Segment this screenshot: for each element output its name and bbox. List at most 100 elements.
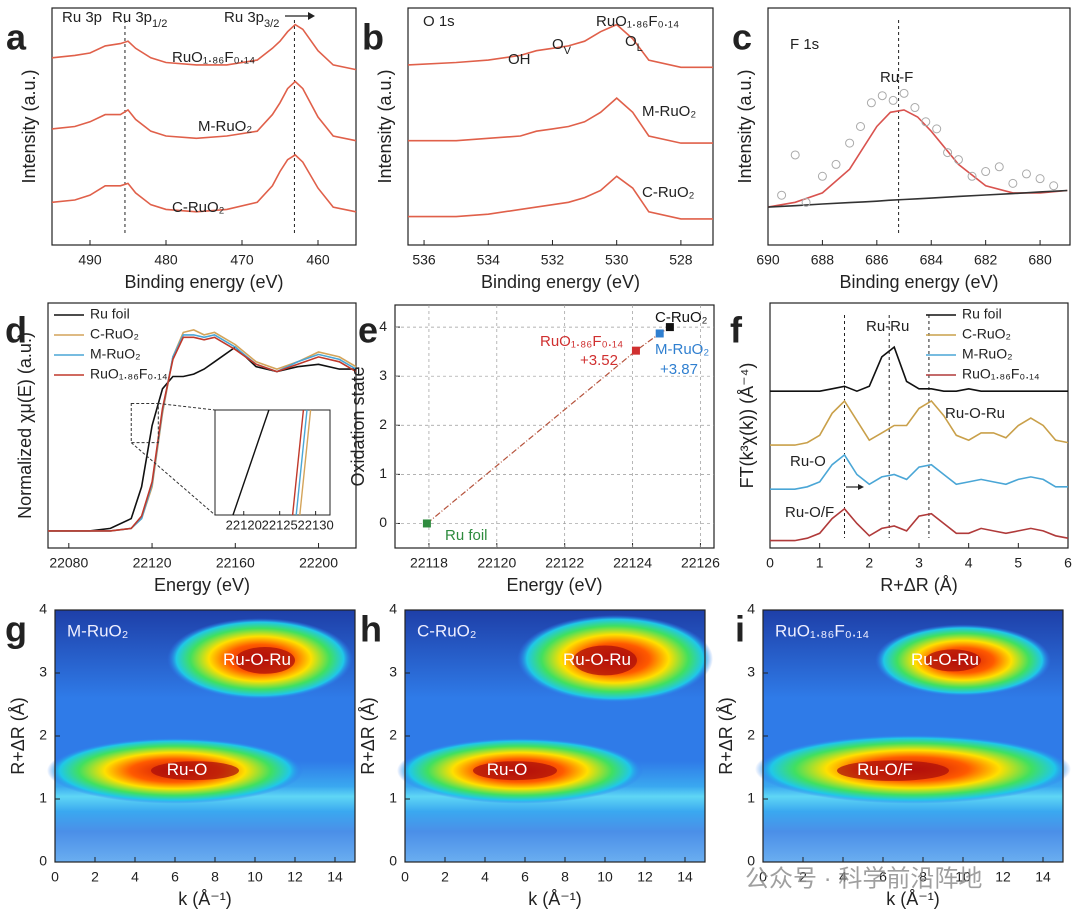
sample-label: M-RuO₂ [67,621,128,640]
x-tick-label: 682 [974,252,998,268]
annotation: OH [508,51,531,68]
zoom-connector [130,442,216,516]
legend-label: Ru foil [90,306,130,322]
inset-tick-label: 22120 [226,517,262,532]
y-axis-title: R+ΔR (Å) [8,697,28,775]
data-point [994,162,1004,172]
x-tick-label: 4 [131,869,139,885]
data-point [967,171,977,181]
data-point [1049,181,1059,191]
y-tick-label: 3 [39,664,47,680]
x-tick-label: 688 [811,252,835,268]
legend-label: M-RuO₂ [90,346,141,362]
x-tick-label: 6 [879,869,887,885]
point-label: Ru foil [445,527,488,544]
panel: 0 1 2 3 4 5 6 R+ΔR (Å) FT(k³χ(k)) (Å⁻⁴) f Ru foil C… [730,302,1072,595]
contour-peak [151,761,239,781]
x-tick-label: 8 [561,869,569,885]
annotation: Ru 3p1/2 [112,9,167,30]
plot-frame [51,7,357,246]
data-point [665,323,674,332]
x-tick-label: 684 [920,252,944,268]
data-point [943,148,953,158]
y-tick-label: 0 [747,853,755,869]
x-tick-label: 12 [637,869,653,885]
y-axis-title: Oxidation state [348,366,368,486]
y-axis-title: FT(k³χ(k)) (Å⁻⁴) [737,363,757,489]
data-point [932,124,942,134]
x-tick-label: 22118 [410,555,448,571]
x-tick-label: 22200 [299,555,338,571]
x-tick-label: 470 [230,252,254,268]
series-line [770,345,1068,393]
x-axis-title: Energy (eV) [154,575,250,595]
x-tick-label: 530 [605,252,629,268]
y-axis-title: Intensity (a.u.) [19,69,39,183]
x-tick-label: 690 [756,252,780,268]
y-tick-label: 2 [379,416,387,432]
annotation-main: Ru 3p [224,9,264,26]
data-point [801,197,811,207]
annotation: Ru-Ru [866,318,909,335]
annotation-sub: 3/2 [264,18,279,30]
data-point [866,98,876,108]
fit-line [426,326,671,524]
data-point [1021,169,1031,179]
x-tick-label: 22160 [216,555,255,571]
x-axis-title: R+ΔR (Å) [880,575,958,595]
x-tick-label: 3 [915,555,923,571]
series-line [770,399,1069,446]
data-point [888,95,898,105]
annotation: OV [552,36,572,57]
plot-frame [47,302,357,549]
panel: 22080 22120 22160 22200 Energy (eV) Normalize… [5,302,357,595]
x-tick-label: 5 [1014,555,1022,571]
y-tick-label: 3 [747,664,755,680]
x-tick-label: 12 [287,869,303,885]
annotation: Ru-O/F [785,504,834,521]
x-axis-title: k (Å⁻¹) [528,889,582,909]
x-tick-label: 22080 [49,555,88,571]
y-tick-label: 1 [747,790,755,806]
inset-tick-label: 22130 [298,517,334,532]
annotation-main: O [552,36,564,53]
series-label: RuO₁.₈₆F₀.₁₄ [596,13,679,30]
peak-label: Ru-O-Ru [223,650,291,669]
legend-label: RuO₁.₈₆F₀.₁₄ [90,366,168,382]
x-tick-label: 10 [597,869,613,885]
y-tick-label: 1 [389,790,397,806]
y-axis-title: R+ΔR (Å) [358,697,378,775]
annotation: O 1s [423,13,455,30]
contour-peak [473,761,557,781]
y-axis-title: R+ΔR (Å) [716,697,736,775]
annotation: Ru-O-Ru [945,405,1005,422]
data-point [655,329,664,338]
annotation-sub: 1/2 [152,18,167,30]
x-tick-label: 22120 [477,555,516,571]
peak-label: Ru-O/F [857,760,913,779]
y-tick-label: 4 [379,318,387,334]
x-tick-label: 2 [91,869,99,885]
annotation: Ru-O [790,453,826,470]
legend-label: C-RuO₂ [90,326,139,342]
series-line [767,109,1068,208]
x-tick-label: 460 [306,252,330,268]
data-point [953,155,963,165]
x-tick-label: 4 [481,869,489,885]
x-tick-label: 10 [955,869,971,885]
x-tick-label: 6 [1064,555,1072,571]
annotation-sub: L [637,42,643,54]
x-tick-label: 22126 [681,555,720,571]
series-line [408,175,713,220]
contour-peak [837,760,949,781]
x-tick-label: 490 [78,252,102,268]
x-tick-label: 2 [865,555,873,571]
data-point [856,122,866,131]
panel: 536 534 532 530 528 Binding energy (eV) Intens… [362,7,714,292]
inset-frame [214,409,331,516]
x-tick-label: 10 [247,869,263,885]
data-point [817,171,827,181]
panel-letter: a [6,17,27,58]
